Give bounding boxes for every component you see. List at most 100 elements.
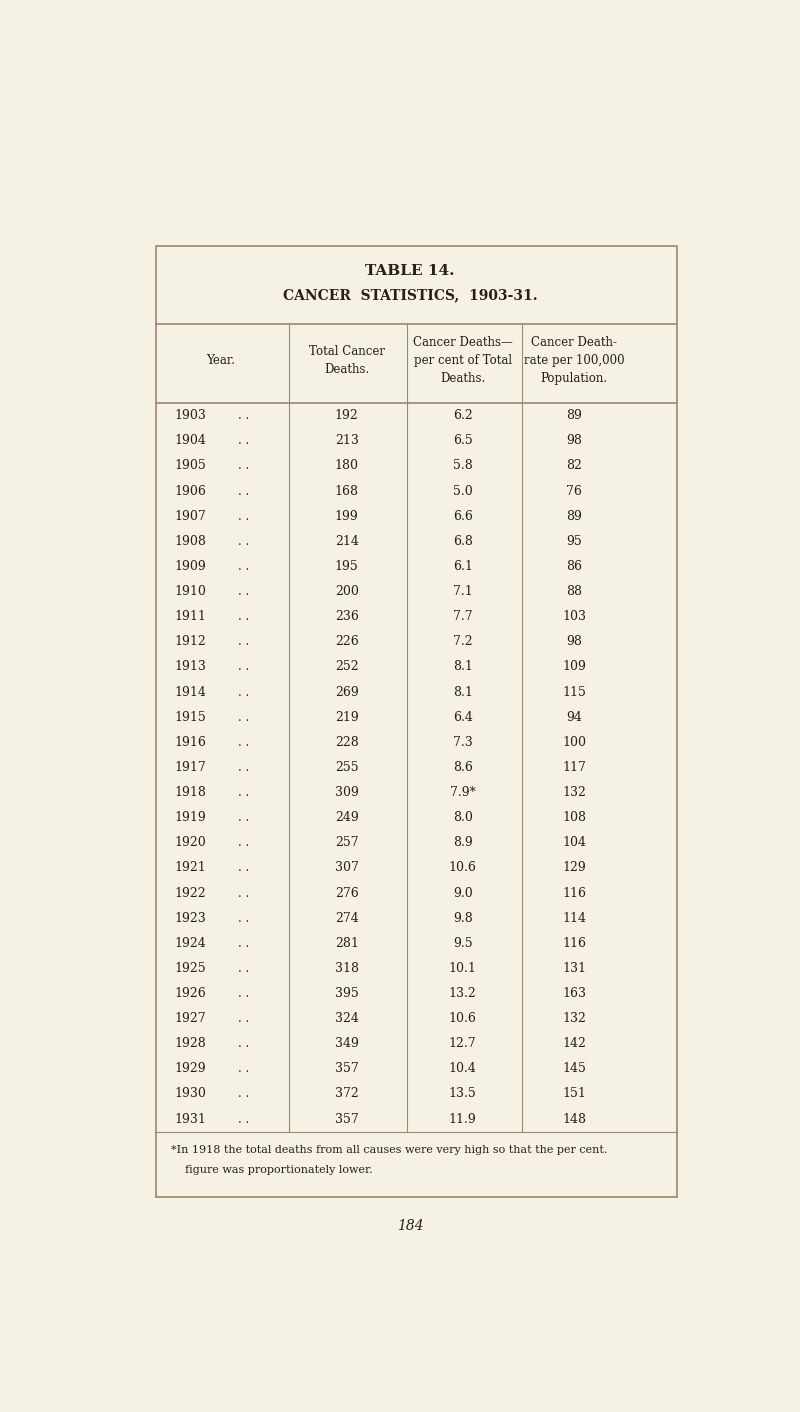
- Text: 11.9: 11.9: [449, 1113, 477, 1125]
- Text: 7.3: 7.3: [453, 736, 473, 748]
- Text: 214: 214: [335, 535, 358, 548]
- Text: 1908: 1908: [174, 535, 206, 548]
- Text: . .: . .: [238, 661, 250, 674]
- Text: 6.2: 6.2: [453, 409, 473, 422]
- Text: 6.8: 6.8: [453, 535, 473, 548]
- Text: . .: . .: [238, 1062, 250, 1076]
- Text: 145: 145: [562, 1062, 586, 1076]
- Text: 88: 88: [566, 585, 582, 599]
- Text: 108: 108: [562, 810, 586, 825]
- Text: 349: 349: [335, 1038, 358, 1051]
- Text: . .: . .: [238, 962, 250, 974]
- Text: 357: 357: [335, 1062, 358, 1076]
- Text: CANCER  STATISTICS,  1903-31.: CANCER STATISTICS, 1903-31.: [282, 288, 538, 302]
- Text: 192: 192: [335, 409, 358, 422]
- Text: 372: 372: [335, 1087, 358, 1100]
- Text: 6.4: 6.4: [453, 710, 473, 724]
- Text: TABLE 14.: TABLE 14.: [366, 264, 454, 278]
- Text: 1931: 1931: [174, 1113, 206, 1125]
- Text: 1927: 1927: [174, 1012, 206, 1025]
- Text: 236: 236: [335, 610, 358, 623]
- Text: 6.1: 6.1: [453, 561, 473, 573]
- Text: 276: 276: [335, 887, 358, 899]
- Text: 94: 94: [566, 710, 582, 724]
- FancyBboxPatch shape: [156, 246, 677, 1197]
- Text: 129: 129: [562, 861, 586, 874]
- Text: 1925: 1925: [174, 962, 206, 974]
- Text: 116: 116: [562, 936, 586, 950]
- Text: 76: 76: [566, 484, 582, 497]
- Text: 274: 274: [335, 912, 358, 925]
- Text: 89: 89: [566, 510, 582, 522]
- Text: . .: . .: [238, 484, 250, 497]
- Text: 10.6: 10.6: [449, 861, 477, 874]
- Text: 131: 131: [562, 962, 586, 974]
- Text: 163: 163: [562, 987, 586, 1000]
- Text: 324: 324: [335, 1012, 358, 1025]
- Text: 8.1: 8.1: [453, 686, 473, 699]
- Text: 132: 132: [562, 786, 586, 799]
- Text: 98: 98: [566, 435, 582, 448]
- Text: . .: . .: [238, 761, 250, 774]
- Text: 86: 86: [566, 561, 582, 573]
- Text: 9.8: 9.8: [453, 912, 473, 925]
- Text: 228: 228: [335, 736, 358, 748]
- Text: 195: 195: [335, 561, 358, 573]
- Text: 1922: 1922: [174, 887, 206, 899]
- Text: 95: 95: [566, 535, 582, 548]
- Text: 1916: 1916: [174, 736, 206, 748]
- Text: 395: 395: [335, 987, 358, 1000]
- Text: 357: 357: [335, 1113, 358, 1125]
- Text: *In 1918 the total deaths from all causes were very high so that the per cent.: *In 1918 the total deaths from all cause…: [171, 1145, 608, 1155]
- Text: 226: 226: [335, 635, 358, 648]
- Text: 109: 109: [562, 661, 586, 674]
- Text: . .: . .: [238, 435, 250, 448]
- Text: 1903: 1903: [174, 409, 206, 422]
- Text: 9.5: 9.5: [453, 936, 473, 950]
- Text: 13.2: 13.2: [449, 987, 477, 1000]
- Text: 100: 100: [562, 736, 586, 748]
- Text: 116: 116: [562, 887, 586, 899]
- Text: Year.: Year.: [206, 354, 235, 367]
- Text: 8.0: 8.0: [453, 810, 473, 825]
- Text: 307: 307: [335, 861, 358, 874]
- Text: 9.0: 9.0: [453, 887, 473, 899]
- Text: 249: 249: [335, 810, 358, 825]
- Text: 1914: 1914: [174, 686, 206, 699]
- Text: . .: . .: [238, 810, 250, 825]
- Text: 1909: 1909: [174, 561, 206, 573]
- Text: 1924: 1924: [174, 936, 206, 950]
- Text: Total Cancer
Deaths.: Total Cancer Deaths.: [309, 345, 385, 376]
- Text: 255: 255: [335, 761, 358, 774]
- Text: 1910: 1910: [174, 585, 206, 599]
- Text: . .: . .: [238, 510, 250, 522]
- Text: 168: 168: [334, 484, 358, 497]
- Text: 7.1: 7.1: [453, 585, 473, 599]
- Text: . .: . .: [238, 459, 250, 473]
- Text: 6.5: 6.5: [453, 435, 473, 448]
- Text: 13.5: 13.5: [449, 1087, 477, 1100]
- Text: 10.1: 10.1: [449, 962, 477, 974]
- Text: 8.1: 8.1: [453, 661, 473, 674]
- Text: 7.9*: 7.9*: [450, 786, 476, 799]
- Text: . .: . .: [238, 836, 250, 849]
- Text: 1913: 1913: [174, 661, 206, 674]
- Text: 115: 115: [562, 686, 586, 699]
- Text: 281: 281: [335, 936, 358, 950]
- Text: 10.6: 10.6: [449, 1012, 477, 1025]
- Text: . .: . .: [238, 887, 250, 899]
- Text: 269: 269: [335, 686, 358, 699]
- Text: 142: 142: [562, 1038, 586, 1051]
- Text: 1905: 1905: [174, 459, 206, 473]
- Text: 151: 151: [562, 1087, 586, 1100]
- Text: 1911: 1911: [174, 610, 206, 623]
- Text: 213: 213: [335, 435, 358, 448]
- Text: 7.2: 7.2: [453, 635, 473, 648]
- Text: Cancer Deaths—
per cent of Total
Deaths.: Cancer Deaths— per cent of Total Deaths.: [413, 336, 513, 384]
- Text: . .: . .: [238, 912, 250, 925]
- Text: 114: 114: [562, 912, 586, 925]
- Text: 180: 180: [334, 459, 358, 473]
- Text: 8.6: 8.6: [453, 761, 473, 774]
- Text: 98: 98: [566, 635, 582, 648]
- Text: 12.7: 12.7: [449, 1038, 477, 1051]
